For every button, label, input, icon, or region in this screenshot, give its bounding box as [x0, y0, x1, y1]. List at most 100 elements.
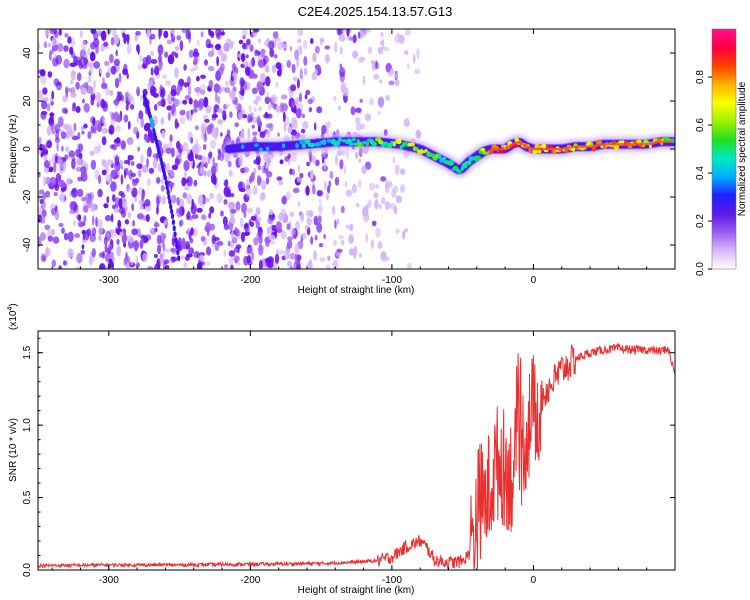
noise-speckle — [387, 182, 393, 188]
noise-speckle — [200, 84, 207, 91]
ridge-core-blob — [648, 144, 652, 149]
noise-speckle — [290, 151, 297, 163]
noise-speckle — [98, 227, 104, 234]
noise-speckle — [234, 122, 239, 127]
noise-speckle — [258, 106, 263, 112]
colorbar-gradient — [712, 29, 736, 269]
noise-speckle — [197, 100, 204, 111]
noise-speckle — [179, 110, 186, 116]
noise-speckle — [156, 177, 161, 184]
noise-speckle — [143, 133, 149, 141]
noise-speckle — [145, 206, 151, 212]
noise-speckle — [134, 196, 138, 203]
noise-speckle — [275, 62, 282, 70]
spectrogram-x-tick-label: -300 — [99, 275, 119, 286]
colorbar-ticks: 0.0 0.2 0.4 0.6 0.8 — [695, 70, 712, 276]
noise-speckle — [70, 37, 76, 49]
noise-speckle — [252, 131, 258, 136]
noise-speckle — [271, 64, 277, 73]
noise-speckle — [295, 108, 302, 119]
noise-speckle — [193, 251, 200, 258]
noise-speckle — [163, 219, 167, 225]
noise-speckle — [312, 250, 318, 261]
noise-speckle — [102, 77, 105, 86]
snr-series-line — [38, 342, 675, 570]
noise-speckle — [44, 29, 50, 37]
noise-speckle — [104, 243, 108, 254]
noise-speckle — [380, 31, 384, 38]
noise-speckle — [242, 166, 250, 173]
noise-speckle — [216, 192, 223, 204]
noise-speckle — [314, 234, 318, 241]
noise-speckle — [116, 114, 121, 123]
noise-speckle — [324, 53, 331, 63]
noise-speckle — [293, 261, 296, 269]
trace-point — [173, 231, 177, 238]
noise-speckle — [205, 261, 211, 266]
ridge-core-blob — [348, 142, 355, 146]
noise-speckle — [101, 115, 105, 124]
noise-speckle — [286, 223, 291, 231]
noise-speckle — [49, 112, 55, 117]
noise-speckle — [310, 236, 314, 245]
noise-speckle — [318, 199, 322, 204]
noise-speckle — [43, 41, 48, 49]
noise-speckle — [46, 140, 53, 149]
noise-speckle — [110, 213, 114, 223]
noise-speckle — [228, 257, 234, 265]
noise-speckle — [146, 178, 151, 187]
noise-speckle — [41, 100, 48, 110]
noise-speckle — [45, 176, 51, 185]
noise-speckle — [58, 158, 64, 170]
noise-speckle — [169, 169, 175, 177]
noise-speckle — [127, 187, 134, 192]
trace-point — [164, 179, 168, 186]
noise-speckle — [214, 92, 218, 103]
noise-speckle — [126, 262, 130, 269]
noise-speckle — [63, 58, 70, 69]
noise-speckle — [71, 86, 75, 94]
noise-speckle — [268, 122, 274, 132]
snr-x-tick-label: 0 — [531, 575, 537, 586]
noise-speckle — [55, 54, 63, 65]
noise-speckle — [190, 137, 194, 144]
figure-title: C2E4.2025.154.13.57.G13 — [298, 4, 453, 19]
noise-speckle — [398, 34, 405, 44]
noise-speckle — [306, 261, 313, 269]
noise-speckle — [46, 125, 52, 136]
noise-speckle — [223, 199, 228, 205]
noise-speckle — [57, 116, 64, 127]
noise-speckle — [394, 164, 400, 176]
ridge-core-blob — [335, 140, 341, 146]
noise-speckle — [78, 143, 84, 152]
noise-speckle — [257, 165, 262, 171]
noise-speckle — [164, 248, 170, 253]
noise-speckle — [55, 81, 63, 91]
noise-speckle — [40, 199, 46, 211]
noise-speckle — [166, 39, 172, 45]
noise-speckle — [83, 123, 88, 129]
noise-speckle — [146, 157, 149, 168]
dispersed-trace — [142, 93, 181, 262]
noise-speckle — [143, 123, 150, 132]
ridge-core-blob — [378, 140, 384, 145]
noise-speckle — [149, 33, 156, 40]
noise-speckle — [101, 127, 109, 134]
noise-speckle — [178, 198, 185, 210]
noise-speckle — [86, 85, 93, 94]
noise-speckle — [314, 64, 321, 70]
noise-speckle — [257, 118, 262, 126]
noise-speckle — [199, 254, 205, 262]
noise-speckle — [336, 150, 343, 157]
noise-speckle — [76, 72, 82, 82]
noise-speckle — [217, 108, 223, 113]
noise-speckle-layer — [38, 29, 422, 269]
noise-speckle — [389, 68, 395, 75]
noise-speckle — [156, 196, 160, 208]
noise-speckle — [245, 54, 249, 59]
noise-speckle — [296, 78, 300, 89]
noise-speckle — [77, 214, 82, 222]
snr-y-label: SNR (10 * v/v) — [8, 418, 19, 482]
noise-speckle — [339, 67, 346, 77]
noise-speckle — [292, 76, 299, 81]
